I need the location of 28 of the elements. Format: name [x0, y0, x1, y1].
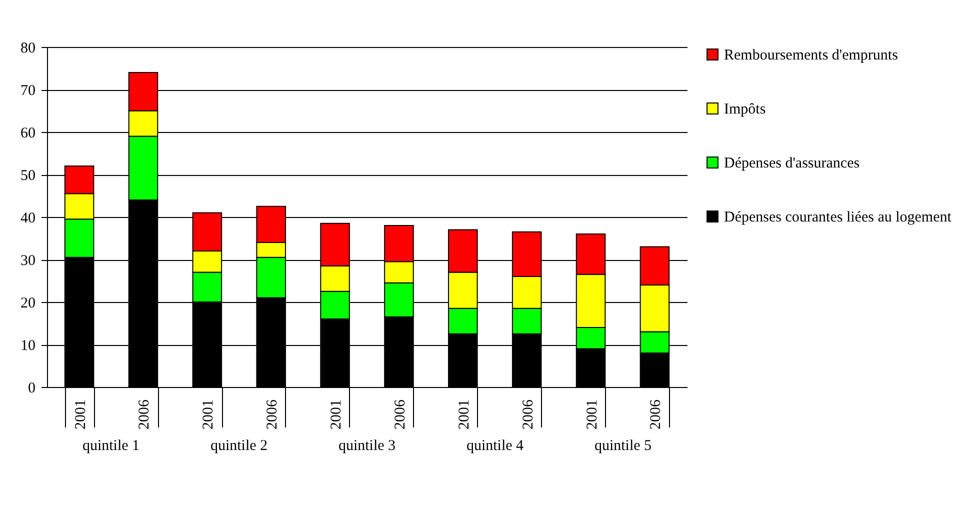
- text: quintile 3: [338, 438, 396, 454]
- x-tick-label: 2001: [200, 400, 217, 430]
- legend-label: Dépenses d'assurances: [724, 156, 860, 172]
- y-tick-label: 30: [20, 253, 36, 269]
- y-tick-label: 80: [20, 40, 36, 56]
- y-tick-label: 40: [20, 210, 36, 226]
- x-tick-label: 2006: [648, 399, 664, 430]
- y-tick-label: 0: [28, 380, 36, 396]
- x-tick-label: 2001: [328, 400, 345, 430]
- text: quintile 5: [594, 438, 652, 454]
- x-tick-label: 2006: [264, 399, 281, 430]
- y-tick-label: 20: [20, 296, 36, 312]
- legend-label: Impôts: [724, 102, 766, 118]
- x-tick-label: 2006: [392, 399, 408, 430]
- legend-label: Remboursements d'emprunts: [724, 48, 898, 64]
- x-tick-label: 2001: [72, 400, 89, 430]
- text: quintile 1: [82, 438, 140, 454]
- legend-label: Dépenses courantes liées au logement: [724, 210, 952, 226]
- text: quintile 2: [210, 438, 268, 454]
- y-tick-label: 60: [20, 126, 36, 142]
- x-tick-label: 2006: [520, 399, 536, 430]
- x-tick-label: 2001: [456, 400, 472, 430]
- y-tick-label: 70: [20, 83, 36, 99]
- x-tick-label: 2001: [584, 400, 600, 430]
- y-tick-label: 50: [20, 168, 36, 184]
- text: quintile 4: [466, 438, 524, 454]
- y-tick-label: 10: [20, 338, 36, 354]
- x-tick-label: 2006: [136, 399, 153, 430]
